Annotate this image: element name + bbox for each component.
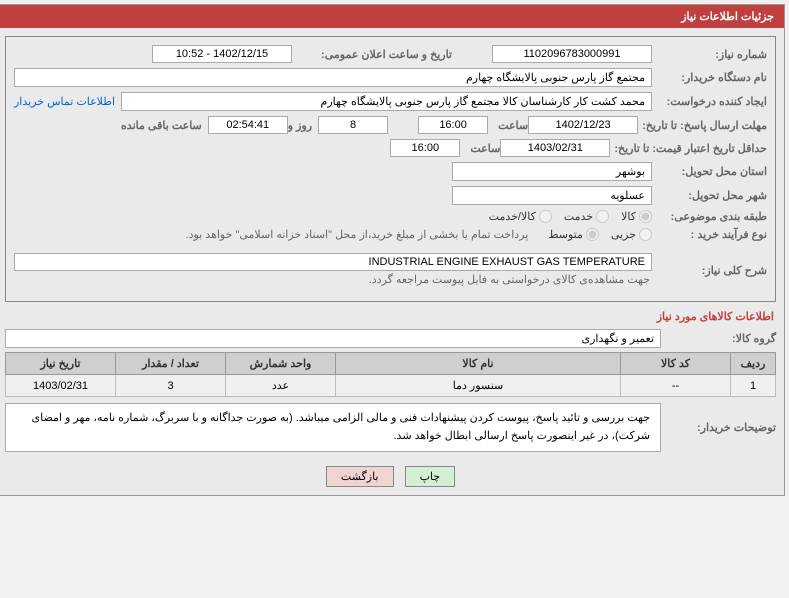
- th-name: نام کالا: [336, 353, 621, 375]
- category-label: طبقه بندی موضوعی:: [652, 210, 767, 223]
- deadline-time: 16:00: [418, 116, 488, 134]
- th-unit: واحد شمارش: [226, 353, 336, 375]
- radio-medium[interactable]: متوسط: [548, 228, 599, 241]
- city-label: شهر محل تحویل:: [652, 189, 767, 202]
- province-label: استان محل تحویل:: [652, 165, 767, 178]
- th-code: کد کالا: [621, 353, 731, 375]
- items-section-title: اطلاعات کالاهای مورد نیاز: [7, 310, 774, 323]
- group-label: گروه کالا:: [661, 332, 776, 345]
- deadline-label: مهلت ارسال پاسخ: تا تاریخ:: [638, 119, 767, 132]
- validity-label: حداقل تاریخ اعتبار قیمت: تا تاریخ:: [610, 142, 767, 155]
- payment-note: پرداخت تمام یا بخشی از مبلغ خرید،از محل …: [186, 228, 529, 241]
- category-radio-group: کالا خدمت کالا/خدمت: [489, 210, 652, 223]
- deadline-date: 1402/12/23: [528, 116, 638, 134]
- announce-value: 1402/12/15 - 10:52: [152, 45, 292, 63]
- radio-goods[interactable]: کالا: [621, 210, 652, 223]
- process-label: نوع فرآیند خرید :: [652, 228, 767, 241]
- remaining-label: ساعت باقی مانده: [121, 119, 202, 132]
- cell-code: --: [621, 375, 731, 397]
- days-label: روز و: [288, 119, 312, 132]
- creator-label: ایجاد کننده درخواست:: [652, 95, 767, 108]
- need-number-value: 1102096783000991: [492, 45, 652, 63]
- back-button[interactable]: بازگشت: [326, 466, 394, 487]
- main-container: جزئیات اطلاعات نیاز شماره نیاز: 11020967…: [0, 4, 785, 496]
- th-row: ردیف: [731, 353, 776, 375]
- days-value: 8: [318, 116, 388, 134]
- items-table: ردیف کد کالا نام کالا واحد شمارش تعداد /…: [5, 352, 776, 397]
- button-bar: چاپ بازگشت: [0, 458, 784, 495]
- panel-header: جزئیات اطلاعات نیاز: [0, 5, 784, 28]
- contact-link[interactable]: اطلاعات تماس خریدار: [14, 95, 115, 108]
- subject-note: جهت مشاهده‌ی کالای درخواستی به فایل پیوس…: [14, 271, 652, 288]
- time-label-2: ساعت: [460, 142, 500, 155]
- announce-label: تاریخ و ساعت اعلان عمومی:: [292, 48, 452, 61]
- cell-row: 1: [731, 375, 776, 397]
- cell-qty: 3: [116, 375, 226, 397]
- buyer-org-label: نام دستگاه خریدار:: [652, 71, 767, 84]
- table-row: 1 -- سنسور دما عدد 3 1403/02/31: [6, 375, 776, 397]
- province-value: بوشهر: [452, 162, 652, 181]
- countdown-value: 02:54:41: [208, 116, 288, 134]
- cell-unit: عدد: [226, 375, 336, 397]
- validity-date: 1403/02/31: [500, 139, 610, 157]
- radio-service[interactable]: خدمت: [564, 210, 609, 223]
- buyer-org-value: مجتمع گاز پارس جنوبی پالایشگاه چهارم: [14, 68, 652, 87]
- buyer-desc-value: جهت بررسی و تائید پاسخ، پیوست کردن پیشنه…: [5, 403, 661, 452]
- creator-value: محمد کشت کار کارشناسان کالا مجتمع گاز پا…: [121, 92, 652, 111]
- cell-date: 1403/02/31: [6, 375, 116, 397]
- subject-value: INDUSTRIAL ENGINE EXHAUST GAS TEMPERATUR…: [14, 253, 652, 271]
- radio-both[interactable]: کالا/خدمت: [489, 210, 552, 223]
- time-label-1: ساعت: [488, 119, 528, 132]
- radio-partial[interactable]: جزیی: [611, 228, 652, 241]
- th-qty: تعداد / مقدار: [116, 353, 226, 375]
- validity-time: 16:00: [390, 139, 460, 157]
- print-button[interactable]: چاپ: [405, 466, 456, 487]
- subject-label: شرح کلی نیاز:: [652, 264, 767, 277]
- need-number-label: شماره نیاز:: [652, 48, 767, 61]
- th-date: تاریخ نیاز: [6, 353, 116, 375]
- city-value: عسلویه: [452, 186, 652, 205]
- process-radio-group: جزیی متوسط: [548, 228, 652, 241]
- details-panel: شماره نیاز: 1102096783000991 تاریخ و ساع…: [5, 36, 776, 302]
- group-value: تعمیر و نگهداری: [5, 329, 661, 348]
- buyer-desc-label: توضیحات خریدار:: [661, 421, 776, 434]
- cell-name: سنسور دما: [336, 375, 621, 397]
